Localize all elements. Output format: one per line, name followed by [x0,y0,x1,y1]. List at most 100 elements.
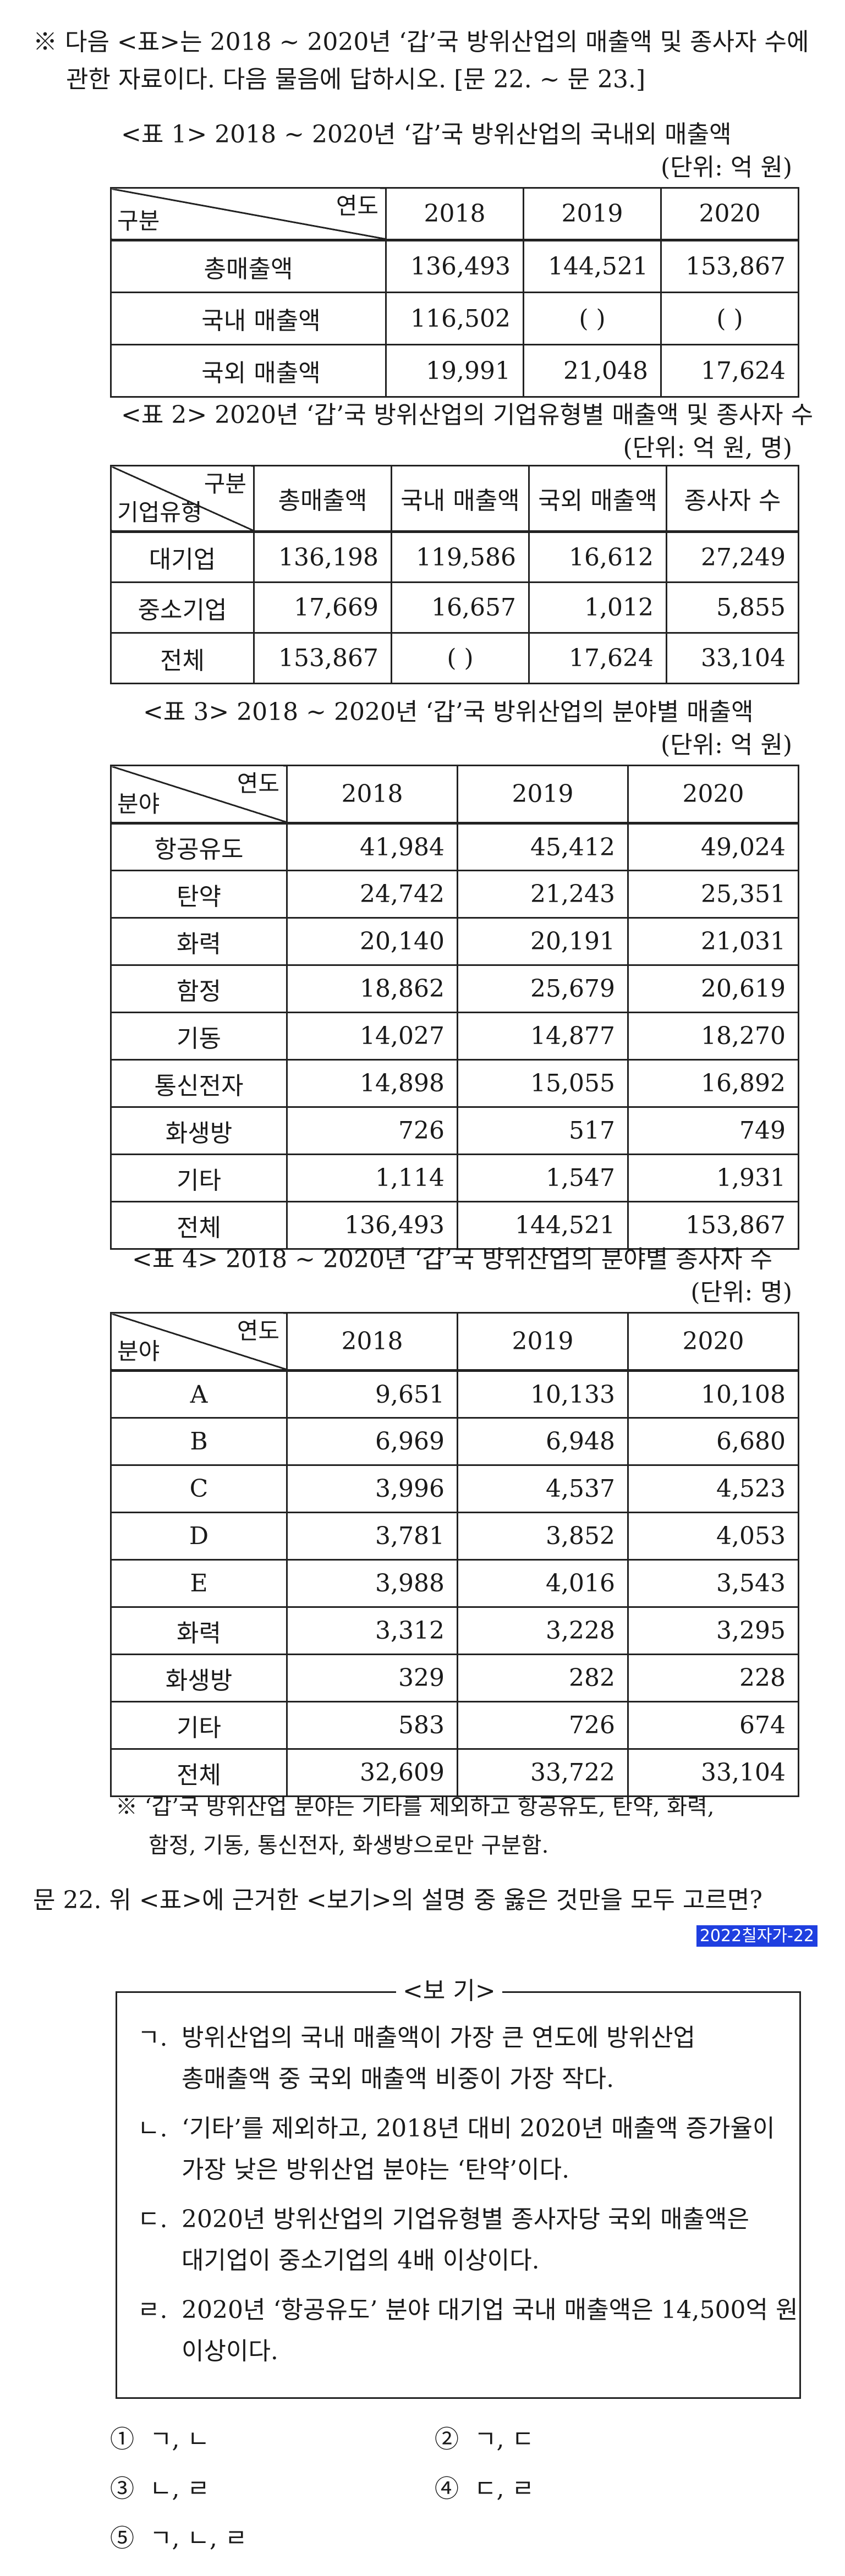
table2-cell: 16,657 [391,581,530,634]
choice-3[interactable]: ③ ㄴ, ㄹ [110,2470,210,2508]
choice-number: ⑤ [110,2524,134,2552]
table2-cell: 136,198 [253,531,392,583]
bogi-item-line: 2020년 ‘항공유도’ 분야 대기업 국내 매출액은 14,500억 원 [182,2296,798,2324]
table1-cell: 17,624 [660,344,799,398]
table3-cell: 25,679 [457,964,629,1013]
table2-col-header: 국외 매출액 [528,465,667,533]
table4-cell: 3,996 [286,1464,458,1513]
bogi-item-line: 방위산업의 국내 매출액이 가장 큰 연도에 방위산업 [182,2024,695,2052]
table2-cell: 5,855 [666,581,799,634]
table4-row-label: C [110,1464,288,1513]
table3-corner-cell: 연도 분야 [110,765,288,825]
table4-year-header: 2019 [457,1312,629,1372]
table4-cell: 3,852 [457,1512,629,1561]
table3-cell: 41,984 [286,822,458,871]
table1-unit: (단위: 억 원) [660,153,792,182]
table4-cell: 674 [627,1701,799,1750]
table2-cell: 27,249 [666,531,799,583]
table4-cell: 3,781 [286,1512,458,1561]
table2-cell: 17,669 [253,581,392,634]
table4-cell: 4,537 [457,1464,629,1513]
table3-cell: 1,931 [627,1154,799,1202]
table1-row-label: 총매출액 [110,239,387,293]
question-source-tag-label: 2022칠자가-22 [696,1925,817,1947]
table3-cell: 136,493 [286,1201,458,1250]
table4-row-label: D [110,1512,288,1561]
choice-4[interactable]: ④ ㄷ, ㄹ [435,2470,534,2508]
table4-cell: 282 [457,1654,629,1702]
table2: 구분 기업유형 총매출액 국내 매출액 국외 매출액 종사자 수 대기업 136… [110,465,799,684]
table4-cell: 3,543 [627,1559,799,1608]
table2-cell-blank: ( ) [391,632,530,684]
table3-cell: 153,867 [627,1201,799,1250]
table3-corner-field: 분야 [117,790,160,817]
bogi-item-line: ‘기타’를 제외하고, 2018년 대비 2020년 매출액 증가율이 [182,2114,775,2143]
table1-cell: 116,502 [385,292,524,345]
table2-cell: 119,586 [391,531,530,583]
table3-year-header: 2020 [627,765,799,825]
intro-line-2: 관한 자료이다. 다음 물음에 답하시오. [문 22. ~ 문 23.] [66,65,646,94]
table3-cell: 24,742 [286,870,458,919]
table1-cell: 21,048 [523,344,662,398]
table4-row-label: 화생방 [110,1654,288,1702]
choice-text: ㄴ, ㄹ [149,2475,210,2503]
table4-corner-cell: 연도 분야 [110,1312,288,1372]
table4-cell: 4,016 [457,1559,629,1608]
table3-row-label: 통신전자 [110,1059,288,1108]
question-text: 문 22. 위 <표>에 근거한 <보기>의 설명 중 옳은 것만을 모두 고르… [33,1886,762,1914]
table4-cell: 3,295 [627,1606,799,1655]
table2-cell: 16,612 [528,531,667,583]
choice-number: ④ [435,2475,459,2503]
table3-row-label: 기동 [110,1012,288,1061]
table1-cell: 19,991 [385,344,524,398]
choice-2[interactable]: ② ㄱ, ㄷ [435,2420,534,2459]
table4-cell: 33,722 [457,1748,629,1797]
table4-cell: 6,948 [457,1417,629,1466]
choice-text: ㄱ, ㄴ, ㄹ [149,2524,248,2552]
table2-cell: 1,012 [528,581,667,634]
table1-row-label: 국내 매출액 [110,292,387,345]
table4-row-label: 화력 [110,1606,288,1655]
table2-corner-category: 구분 [204,470,246,497]
table2-cell: 17,624 [528,632,667,684]
table1: 연도 구분 2018 2019 2020 총매출액 136,493 144,52… [110,187,799,398]
table3-title: <표 3> 2018 ~ 2020년 ‘갑’국 방위산업의 분야별 매출액 [143,698,754,726]
table3-cell: 1,114 [286,1154,458,1202]
table4-cell: 3,988 [286,1559,458,1608]
table4-cell: 10,108 [627,1370,799,1419]
bogi-item-marker: ㄴ. [138,2114,168,2143]
table4-row-label: 전체 [110,1748,288,1797]
table2-corner-cell: 구분 기업유형 [110,465,255,533]
table4-note-line-1: ※ ‘갑’국 방위산업 분야는 기타를 제외하고 항공유도, 탄약, 화력, [116,1794,715,1820]
table2-corner-type: 기업유형 [117,499,202,526]
bogi-item-marker: ㄷ. [138,2205,168,2233]
table3-cell: 20,619 [627,964,799,1013]
choice-1[interactable]: ① ㄱ, ㄴ [110,2420,210,2459]
table2-col-header: 총매출액 [253,465,392,533]
table2-cell: 153,867 [253,632,392,684]
question-source-tag: 2022칠자가-22 [696,1925,817,1947]
table3-cell: 726 [286,1106,458,1155]
table4-cell: 726 [457,1701,629,1750]
table3-year-header: 2019 [457,765,629,825]
table3-row-label: 함정 [110,964,288,1013]
choice-5[interactable]: ⑤ ㄱ, ㄴ, ㄹ [110,2519,247,2558]
bogi-item-marker: ㄱ. [138,2024,168,2052]
table1-corner-cell: 연도 구분 [110,187,387,241]
table1-cell-blank: ( ) [523,292,662,345]
table3-unit: (단위: 억 원) [660,731,792,759]
table3-cell: 14,027 [286,1012,458,1061]
table4-row-label: E [110,1559,288,1608]
table4-cell: 6,680 [627,1417,799,1466]
table4-note-line-2: 함정, 기동, 통신전자, 화생방으로만 구분함. [149,1833,549,1858]
choice-text: ㄷ, ㄹ [474,2475,534,2503]
table3-cell: 25,351 [627,870,799,919]
bogi-item-line: 가장 낮은 방위산업 분야는 ‘탄약’이다. [182,2156,570,2184]
choice-number: ③ [110,2475,134,2503]
choice-number: ② [435,2425,459,2453]
table3-cell: 45,412 [457,822,629,871]
table4-cell: 329 [286,1654,458,1702]
table1-corner-year: 연도 [336,193,378,219]
table3-row-label: 탄약 [110,870,288,919]
table3-corner-year: 연도 [237,770,279,797]
